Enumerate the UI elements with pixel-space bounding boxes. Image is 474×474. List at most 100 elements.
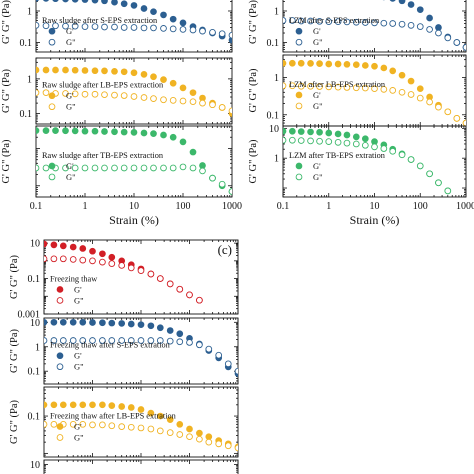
y-axis-label: G' G" (Pa) [9,328,20,373]
data-point [111,0,118,6]
y-tick-label: 10 [30,318,40,329]
data-point [435,24,442,31]
legend-marker [295,173,303,181]
data-point [69,243,77,251]
series-g-double-prime [283,82,466,126]
data-point [50,241,58,249]
data-point [166,327,174,334]
data-point [156,324,164,332]
data-point [371,143,378,151]
data-point [416,94,424,102]
data-point [150,73,157,81]
legend-marker [48,38,56,46]
data-point [426,98,433,106]
data-point [130,93,138,100]
data-point [108,337,116,344]
data-point [130,129,138,136]
data-point [307,128,314,136]
data-point [79,318,87,326]
data-point [334,18,342,25]
legend-entry: G" [74,362,84,372]
data-point [71,164,79,172]
data-point [352,84,360,92]
data-point [69,420,77,428]
legend-title: LZM after TB-EPS extration [289,151,386,160]
data-point [169,133,177,141]
data-point [130,164,138,172]
data-point [50,255,58,263]
data-point [334,138,342,146]
data-point [147,322,155,330]
data-point [343,84,351,91]
y-axis-label: G' G" (Pa) [248,139,259,184]
data-point [199,162,206,169]
data-point [224,360,232,368]
data-point [166,416,174,424]
data-point [186,433,193,441]
data-point [52,22,59,30]
data-point [361,135,369,143]
data-point [127,423,135,431]
data-point [234,367,238,375]
panel-b1: 10.1G' G" (Pa) LZM after S-EPS extrationG… [248,0,467,53]
data-point [196,296,203,304]
legend-marker [295,27,303,35]
data-point [176,431,184,438]
data-point [111,128,118,136]
y-tick-label: 0.1 [28,412,41,423]
legend-title: Freezing thaw [50,274,97,283]
series-g-double-prime [36,22,232,39]
data-point [147,409,155,417]
data-point [416,6,424,14]
data-point [325,129,333,137]
legend-marker [48,173,56,181]
data-point [127,320,135,328]
data-point [120,164,128,172]
data-point [297,128,305,135]
legend-marker [295,38,303,46]
data-point [36,0,39,2]
data-point [179,97,187,105]
data-point [218,30,226,38]
data-point [120,24,128,31]
data-point [42,164,50,172]
data-point [62,66,69,74]
data-point [156,427,164,435]
data-point [50,401,58,409]
y-tick-label: 10 [30,239,40,250]
data-point [137,337,145,344]
data-point [407,91,415,98]
series-g-prime [36,127,232,195]
data-point [297,137,305,144]
data-point [361,62,369,69]
series-g-double-prime [283,136,452,195]
data-point [101,23,108,31]
y-tick-label: 10 [30,460,40,471]
data-point [111,164,118,172]
data-point [389,20,397,27]
data-point [127,404,135,411]
panel-c3: 0.1 G' G" (Pa) Freezing thaw after LB-EPS … [9,386,239,458]
data-point [325,60,333,68]
panel-b3: 10 1 0.1 1 10 100 1000 Strain (%) G' G" (Pa) LZM … [248,124,474,227]
data-point [352,140,360,148]
y-tick-label: 0.1 [267,38,280,49]
data-point [44,420,48,428]
data-point [179,19,187,27]
data-point [42,22,50,30]
data-point [62,0,69,3]
data-point [101,128,108,135]
data-point [140,71,148,78]
data-point [343,60,351,68]
data-point [89,401,96,409]
data-point [160,11,167,19]
series-g-double-prime [44,337,238,375]
data-point [398,20,406,28]
data-point [160,76,167,84]
data-point [127,264,135,272]
data-point [79,337,87,344]
legend-marker [48,162,56,170]
data-point [426,26,433,33]
